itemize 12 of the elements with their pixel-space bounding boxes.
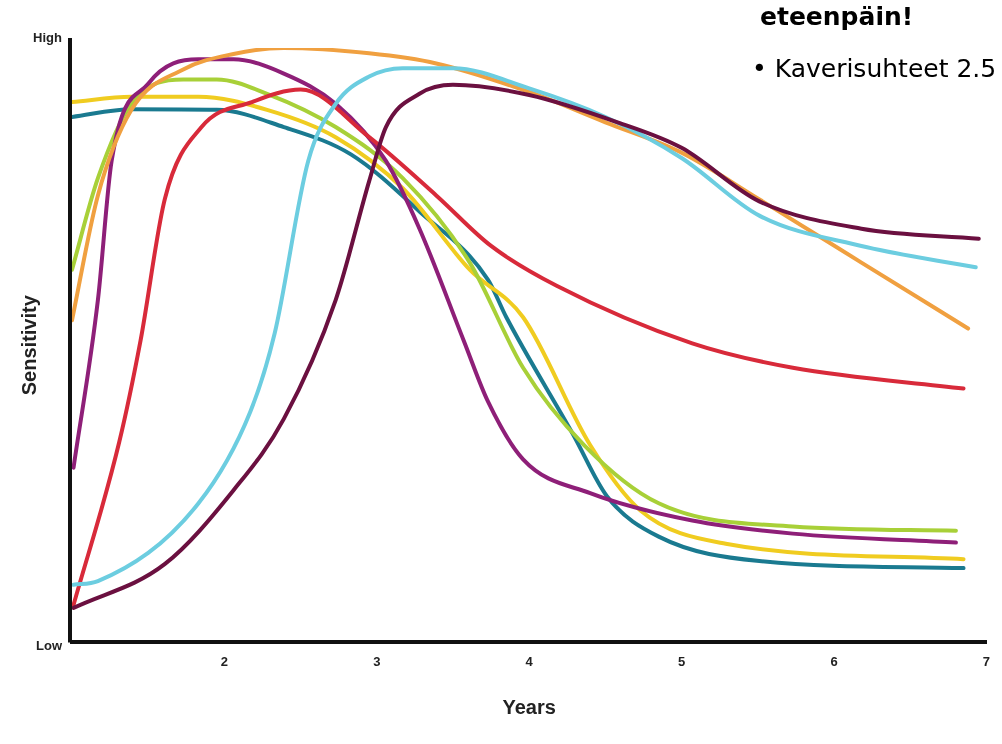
text: eteenpäin! (760, 2, 914, 31)
y-axis-title: Sensitivity (17, 294, 40, 396)
x-tick-label: 4 (525, 653, 534, 669)
text: Low (36, 637, 63, 653)
x-axis-title: Years (502, 695, 556, 718)
x-tick-label: 2 (220, 653, 229, 669)
text: High (33, 29, 63, 45)
annotation: • Kaverisuhteet 2.5 (752, 54, 997, 83)
x-tick-label: 7 (982, 653, 990, 669)
x-tick-label: 3 (373, 653, 381, 669)
x-tick-label: 6 (830, 653, 838, 669)
x-tick-label: 5 (677, 653, 686, 669)
